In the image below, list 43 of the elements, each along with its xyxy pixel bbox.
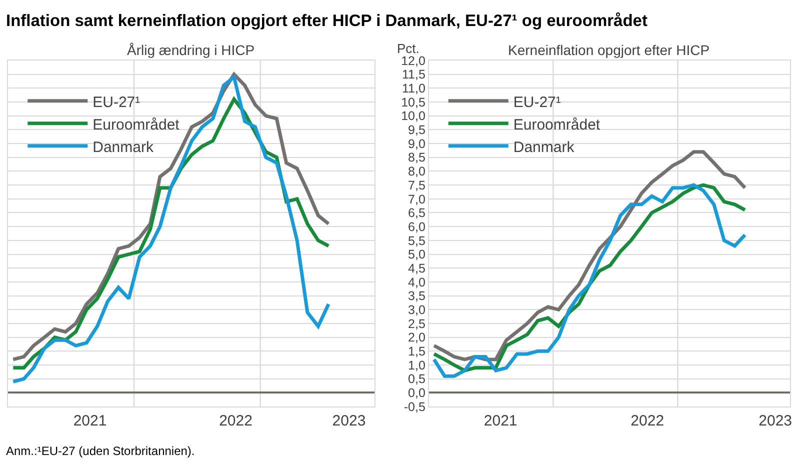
y-tick-label: 4,0 xyxy=(408,275,426,290)
y-axis-title: Pct. xyxy=(397,41,420,56)
legend-label: Euroområdet xyxy=(513,116,601,134)
y-tick-label: 2,5 xyxy=(408,316,426,331)
y-tick-label: 9,0 xyxy=(408,136,426,151)
y-tick-label: 1,5 xyxy=(408,344,426,359)
y-tick-label: 2,0 xyxy=(408,330,426,345)
x-tick-label: 2022 xyxy=(219,412,252,430)
legend-label: EU-27¹ xyxy=(513,94,561,111)
y-tick-label: 11,5 xyxy=(402,68,426,82)
y-tick-label: 10,5 xyxy=(401,95,426,110)
legend-label: Euroområdet xyxy=(92,116,180,134)
y-tick-label: 12,0 xyxy=(401,54,426,68)
x-tick-label: 2021 xyxy=(484,412,518,430)
x-tick-label: 2023 xyxy=(332,412,366,430)
y-tick-label: 4,5 xyxy=(408,261,426,276)
y-tick-label: 8,5 xyxy=(408,150,426,165)
legend-label: Danmark xyxy=(92,138,154,156)
y-tick-label: 3,5 xyxy=(408,289,426,304)
x-tick-label: 2022 xyxy=(630,412,664,430)
x-tick-label: 2023 xyxy=(758,412,792,430)
text: Anm.:¹EU-27 (uden Storbritannien). xyxy=(6,444,195,458)
chart-subtitle: Årlig ændring i HICP xyxy=(127,42,255,58)
y-tick-label: 7,5 xyxy=(408,178,426,192)
legend-label: Danmark xyxy=(513,138,575,156)
y-tick-label: 3,0 xyxy=(408,303,426,318)
y-tick-label: 6,0 xyxy=(408,220,426,234)
chart-title: Inflation samt kerneinflation opgjort efter HICP i Danmark, EU-27¹ og euroområdet xyxy=(6,12,648,30)
y-tick-label: 1,0 xyxy=(408,358,426,372)
y-tick-label: 8,0 xyxy=(408,164,426,179)
y-tick-label: 9,5 xyxy=(408,123,426,138)
legend-label: EU-27¹ xyxy=(92,94,140,111)
x-tick-label: 2021 xyxy=(73,412,107,430)
y-tick-label: -0,5 xyxy=(404,400,426,414)
y-tick-label: 10,0 xyxy=(401,109,426,124)
y-tick-label: 7,0 xyxy=(408,192,426,206)
chart-subtitle: Kerneinflation opgjort efter HICP xyxy=(508,42,710,58)
y-tick-label: 0,0 xyxy=(408,386,426,400)
y-tick-label: 11,0 xyxy=(402,82,426,96)
y-tick-label: 5,0 xyxy=(408,248,426,262)
y-tick-label: 0,5 xyxy=(408,372,426,386)
y-tick-label: 6,5 xyxy=(408,206,426,220)
y-tick-label: 5,5 xyxy=(408,234,426,248)
